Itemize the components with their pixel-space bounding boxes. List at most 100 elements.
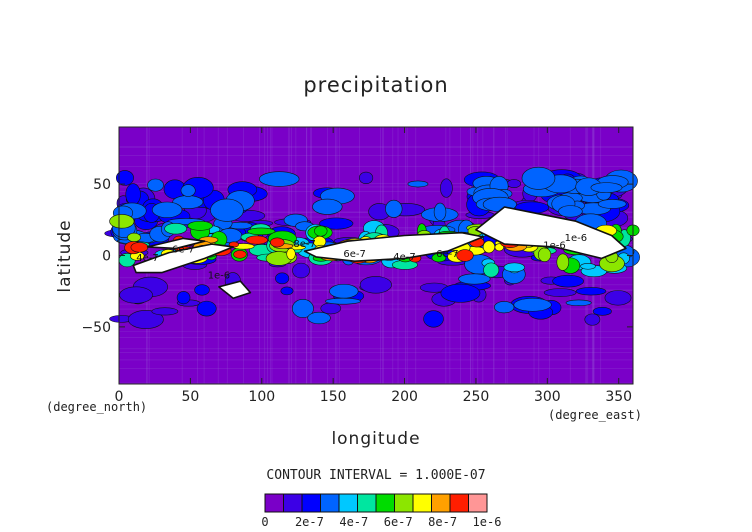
colorbar-swatch — [357, 493, 377, 513]
precip-cell — [440, 283, 481, 303]
precip-cell — [314, 225, 328, 237]
precip-cell — [292, 262, 310, 279]
precip-cell — [580, 263, 596, 270]
y-tick-label: 50 — [93, 177, 111, 193]
saturated-core — [475, 206, 627, 260]
precip-cell — [319, 217, 354, 230]
precip-cell — [431, 253, 447, 263]
precip-cell — [116, 170, 134, 186]
precip-cell — [503, 262, 525, 273]
precip-cell — [286, 248, 296, 260]
precip-cell — [130, 242, 149, 253]
precip-cell — [176, 291, 191, 305]
colorbar-swatch — [412, 493, 432, 513]
precip-cell — [597, 199, 627, 209]
precip-cell — [247, 227, 276, 236]
colorbar-tick-label: 6e-7 — [384, 515, 413, 529]
precip-cell — [482, 240, 496, 254]
precip-cell — [127, 232, 142, 243]
precip-cell — [259, 171, 300, 187]
precip-cell — [109, 214, 135, 229]
precip-cell — [552, 274, 584, 288]
precip-cell — [494, 243, 504, 252]
y-axis: −50 0 50 — [81, 177, 633, 336]
precip-cell — [325, 297, 361, 305]
precip-cell — [291, 298, 314, 318]
precip-cell — [312, 198, 343, 215]
contour-label: 6e-7 — [172, 245, 195, 256]
x-tick-label: 150 — [320, 389, 347, 405]
x-tick-label: 100 — [248, 389, 275, 405]
precip-cell — [280, 286, 294, 296]
y-tick-label: −50 — [81, 320, 111, 336]
precip-field — [104, 166, 640, 329]
precip-cell — [590, 182, 623, 193]
colorbar-tick-label: 2e-7 — [295, 515, 324, 529]
colorbar-swatch — [375, 493, 395, 513]
colorbar-swatch — [449, 493, 469, 513]
colorbar-swatch — [431, 493, 451, 513]
contour-label: 6e-7 — [436, 249, 459, 260]
precip-cell — [307, 311, 331, 325]
precip-cell — [194, 284, 210, 296]
colorbar-swatch — [338, 493, 358, 513]
precip-cell — [584, 313, 601, 326]
precip-cell — [127, 310, 164, 329]
saturated-core — [146, 237, 206, 250]
precip-cell — [558, 205, 583, 218]
precip-cell — [275, 272, 290, 285]
contour-label: 1e-6 — [565, 233, 588, 244]
contour-label: 6e-7 — [343, 249, 366, 260]
colorbar-tick-label: 8e-7 — [428, 515, 457, 529]
precip-cell — [565, 299, 592, 307]
x-tick-label: 300 — [534, 389, 561, 405]
precip-cell — [320, 302, 342, 315]
precip-cell — [329, 283, 359, 299]
precip-cell — [180, 184, 196, 197]
precip-cell — [494, 301, 515, 314]
colorbar-swatch — [264, 493, 284, 513]
precip-cell — [245, 235, 268, 245]
colorbar-swatch — [301, 493, 321, 513]
precip-cell — [483, 262, 500, 278]
precip-cell — [196, 300, 217, 317]
saturated-core — [303, 231, 484, 262]
precip-cell — [543, 288, 577, 297]
precip-cell — [151, 307, 179, 316]
precip-cell — [270, 237, 285, 248]
colorbar-tick-label: 0 — [261, 515, 268, 529]
precip-cell — [233, 250, 247, 259]
x-units-label: (degree_east) — [548, 408, 642, 422]
chart-title: precipitation — [303, 73, 448, 97]
saturated-core — [132, 243, 234, 274]
precip-cell — [119, 286, 153, 304]
precip-cell — [575, 287, 607, 296]
contour-label: 8e-7 — [293, 239, 316, 250]
colorbar-tick-label: 1e-6 — [473, 515, 502, 529]
precip-cell — [125, 183, 141, 206]
x-tick-label: 250 — [463, 389, 490, 405]
precip-cell — [407, 180, 429, 188]
x-tick-label: 350 — [605, 389, 632, 405]
x-tick-label: 200 — [391, 389, 418, 405]
precip-cell — [456, 249, 474, 262]
precip-cell — [592, 306, 612, 316]
precip-cell — [513, 298, 552, 312]
precip-cell — [521, 166, 556, 190]
contour-interval-text: CONTOUR INTERVAL = 1.000E-07 — [266, 468, 485, 483]
precip-cell — [458, 273, 491, 285]
precip-cell — [151, 201, 183, 218]
precip-cell — [433, 202, 447, 221]
y-units-label: (degree_north) — [46, 400, 147, 414]
colorbar-swatch — [394, 493, 414, 513]
precip-cell — [210, 198, 244, 222]
x-axis: 0 50 100 150 200 250 300 350 — [115, 127, 632, 405]
precip-cell — [164, 222, 188, 235]
colorbar-swatch — [320, 493, 340, 513]
precip-cell — [537, 247, 552, 262]
contour-label: 4e-7 — [136, 253, 159, 264]
precip-cell — [147, 178, 164, 192]
y-axis-label: latitude — [55, 219, 75, 292]
x-axis-label: longitude — [331, 429, 420, 449]
